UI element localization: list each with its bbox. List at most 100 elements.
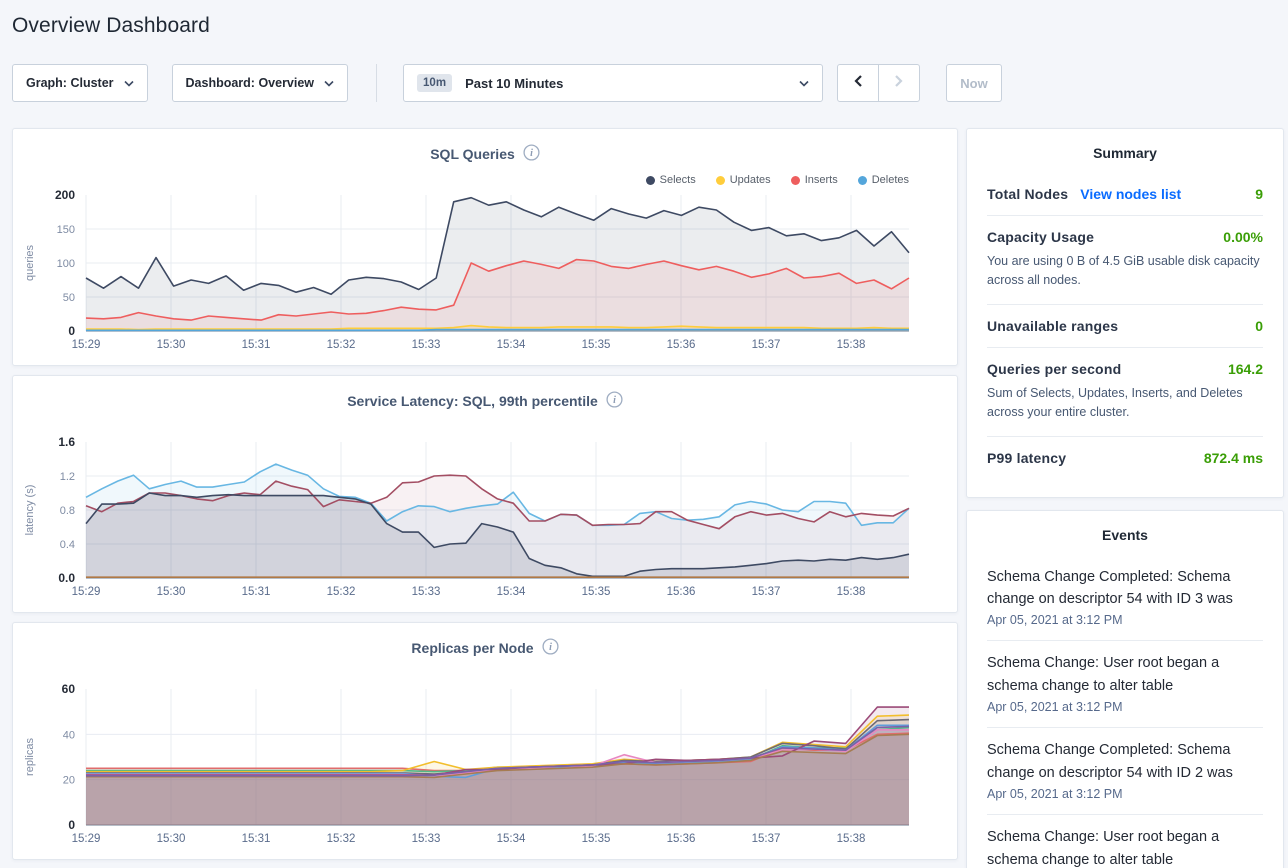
svg-text:15:36: 15:36 xyxy=(667,833,696,845)
svg-text:replicas: replicas xyxy=(24,738,36,776)
svg-text:15:36: 15:36 xyxy=(667,339,696,351)
svg-text:15:34: 15:34 xyxy=(497,833,526,845)
svg-text:i: i xyxy=(613,395,616,406)
svg-text:15:37: 15:37 xyxy=(752,833,781,845)
svg-text:0: 0 xyxy=(68,818,75,832)
svg-text:15:32: 15:32 xyxy=(327,339,356,351)
svg-text:15:37: 15:37 xyxy=(752,339,781,351)
p99-latency-value: 872.4 ms xyxy=(1203,449,1263,466)
chart-title: Replicas per Node xyxy=(411,640,534,656)
svg-text:40: 40 xyxy=(63,729,75,741)
legend-item-updates[interactable]: Updates xyxy=(715,174,771,186)
replicas-per-node-chart[interactable]: 15:29 15:30 15:31 15:32 15:33 15:34 15:35 15:36… xyxy=(13,679,959,854)
graph-selector-dropdown[interactable]: Graph: Cluster xyxy=(12,64,148,102)
charts-column: SQL Queries i Selects Updates xyxy=(12,128,958,868)
svg-text:15:37: 15:37 xyxy=(752,586,781,598)
svg-text:60: 60 xyxy=(62,682,76,696)
svg-text:15:32: 15:32 xyxy=(327,586,356,598)
step-back-button[interactable] xyxy=(838,65,878,101)
replicas-per-node-chart-card: Replicas per Node i 15:29 15:30 15:31 15:32… xyxy=(12,622,958,860)
svg-text:15:29: 15:29 xyxy=(72,586,101,598)
svg-text:1.6: 1.6 xyxy=(58,435,75,449)
graph-selector-label: Graph: Cluster xyxy=(26,76,114,90)
total-nodes-value: 9 xyxy=(1255,186,1263,202)
svg-text:15:38: 15:38 xyxy=(837,586,866,598)
svg-text:15:35: 15:35 xyxy=(582,833,611,845)
summary-panel: Summary Total Nodes View nodes list 9 Ca… xyxy=(966,128,1284,498)
svg-text:15:31: 15:31 xyxy=(242,833,271,845)
svg-text:200: 200 xyxy=(55,188,75,202)
content: SQL Queries i Selects Updates xyxy=(12,128,1284,868)
legend-item-deletes[interactable]: Deletes xyxy=(857,174,909,186)
time-range-label: Past 10 Minutes xyxy=(465,75,564,91)
svg-text:50: 50 xyxy=(63,292,75,304)
chart-title-row: Replicas per Node i xyxy=(13,638,957,658)
view-nodes-list-link[interactable]: View nodes list xyxy=(1080,186,1182,202)
chevron-down-icon xyxy=(799,76,809,90)
unavailable-ranges-value: 0 xyxy=(1255,317,1263,334)
capacity-usage-value: 0.00% xyxy=(1223,229,1263,245)
sql-queries-chart[interactable]: 15:29 15:30 15:31 15:32 15:33 15:34 15:35 15:36… xyxy=(13,185,959,360)
svg-text:15:38: 15:38 xyxy=(837,339,866,351)
svg-text:15:35: 15:35 xyxy=(582,586,611,598)
time-range-dropdown[interactable]: 10m Past 10 Minutes xyxy=(403,64,824,102)
summary-row-p99-latency: P99 latency 872.4 ms xyxy=(987,435,1263,479)
events-title: Events xyxy=(1102,526,1148,543)
svg-text:0.0: 0.0 xyxy=(58,571,75,585)
event-item: Schema Change Completed: Schema change o… xyxy=(987,568,1233,628)
event-item: Schema Change: User root began a schema … xyxy=(987,814,1263,868)
svg-text:0.4: 0.4 xyxy=(60,539,75,551)
svg-text:i: i xyxy=(549,642,552,653)
queries-per-second-value: 164.2 xyxy=(1227,360,1263,377)
legend-dot xyxy=(790,175,800,185)
time-step-buttons xyxy=(837,64,921,102)
dashboard-selector-label: Dashboard: Overview xyxy=(185,76,315,90)
info-icon[interactable]: i xyxy=(542,638,559,658)
svg-text:15:29: 15:29 xyxy=(72,339,101,351)
info-icon[interactable]: i xyxy=(606,391,623,411)
time-range-badge: 10m xyxy=(417,74,453,92)
event-item: Schema Change Completed: Schema change o… xyxy=(987,727,1263,814)
svg-text:15:32: 15:32 xyxy=(327,833,356,845)
chevron-right-icon xyxy=(894,74,904,93)
page-title: Overview Dashboard xyxy=(12,14,210,37)
svg-text:15:36: 15:36 xyxy=(667,586,696,598)
svg-text:15:33: 15:33 xyxy=(412,586,441,598)
svg-text:15:31: 15:31 xyxy=(242,586,271,598)
svg-text:15:34: 15:34 xyxy=(497,586,526,598)
legend-dot xyxy=(715,175,725,185)
dashboard-selector-dropdown[interactable]: Dashboard: Overview xyxy=(171,64,349,102)
legend-item-inserts[interactable]: Inserts xyxy=(790,174,838,186)
svg-text:15:33: 15:33 xyxy=(412,339,441,351)
chevron-down-icon xyxy=(324,76,334,90)
svg-text:15:35: 15:35 xyxy=(582,339,611,351)
chart-title: SQL Queries xyxy=(430,146,515,162)
toolbar: Graph: Cluster Dashboard: Overview 10m P… xyxy=(12,64,1276,102)
summary-title: Summary xyxy=(1093,145,1157,161)
summary-row-capacity-usage: Capacity Usage 0.00% You are using 0 B o… xyxy=(987,215,1263,304)
events-panel: Events Schema Change Completed: Schema c… xyxy=(966,509,1284,868)
svg-text:15:38: 15:38 xyxy=(837,833,866,845)
svg-text:0.8: 0.8 xyxy=(60,505,75,517)
chevron-left-icon xyxy=(853,74,863,93)
svg-text:0: 0 xyxy=(68,324,75,338)
now-button[interactable]: Now xyxy=(946,64,1003,102)
step-forward-button[interactable] xyxy=(878,65,919,101)
svg-text:i: i xyxy=(530,148,533,159)
summary-row-total-nodes: Total Nodes View nodes list 9 xyxy=(987,186,1263,202)
legend-dot xyxy=(857,175,867,185)
chart-title-row: SQL Queries i xyxy=(13,144,957,164)
svg-text:15:33: 15:33 xyxy=(412,833,441,845)
summary-row-queries-per-second: Queries per second 164.2 Sum of Selects,… xyxy=(987,346,1263,436)
info-icon[interactable]: i xyxy=(523,144,540,164)
svg-text:150: 150 xyxy=(57,224,75,236)
svg-text:15:31: 15:31 xyxy=(242,339,271,351)
summary-row-unavailable-ranges: Unavailable ranges 0 xyxy=(987,303,1263,347)
service-latency-chart[interactable]: 15:29 15:30 15:31 15:32 15:33 15:34 15:35 15:36… xyxy=(13,432,959,607)
chart-title: Service Latency: SQL, 99th percentile xyxy=(347,393,598,409)
legend-item-selects[interactable]: Selects xyxy=(645,174,696,186)
svg-text:15:30: 15:30 xyxy=(157,833,186,845)
svg-text:15:34: 15:34 xyxy=(497,339,526,351)
svg-text:15:30: 15:30 xyxy=(157,339,186,351)
